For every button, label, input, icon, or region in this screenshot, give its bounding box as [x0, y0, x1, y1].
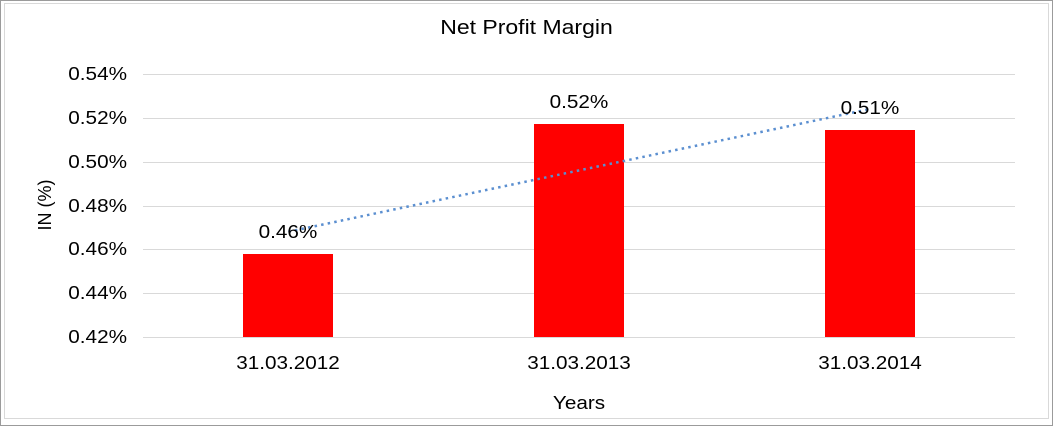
gridline	[143, 74, 1015, 75]
y-tick-label: 0.46%	[68, 239, 127, 260]
y-tick-label: 0.54%	[68, 64, 127, 84]
x-axis-title: Years	[552, 393, 606, 413]
x-axis-category-label: 31.03.2012	[236, 353, 341, 373]
x-axis-category-label: 31.03.2014	[817, 353, 922, 373]
y-tick-label: 0.44%	[68, 283, 127, 304]
bar-data-label: 0.52%	[549, 91, 609, 112]
bar-data-label: 0.46%	[258, 222, 318, 243]
y-tick-label: 0.48%	[68, 195, 127, 216]
bar	[824, 129, 915, 337]
y-tick-label: 0.52%	[68, 107, 127, 128]
gridline	[143, 337, 1015, 338]
y-axis-title: IN (%)	[35, 179, 55, 231]
bar	[243, 254, 334, 337]
bar	[534, 123, 624, 337]
chart-title: Net Profit Margin	[440, 17, 613, 39]
y-tick-label: 0.42%	[68, 327, 127, 347]
y-tick-label: 0.50%	[68, 151, 127, 172]
bar-data-label: 0.51%	[840, 97, 900, 118]
x-axis-category-label: 31.03.2013	[527, 353, 631, 373]
